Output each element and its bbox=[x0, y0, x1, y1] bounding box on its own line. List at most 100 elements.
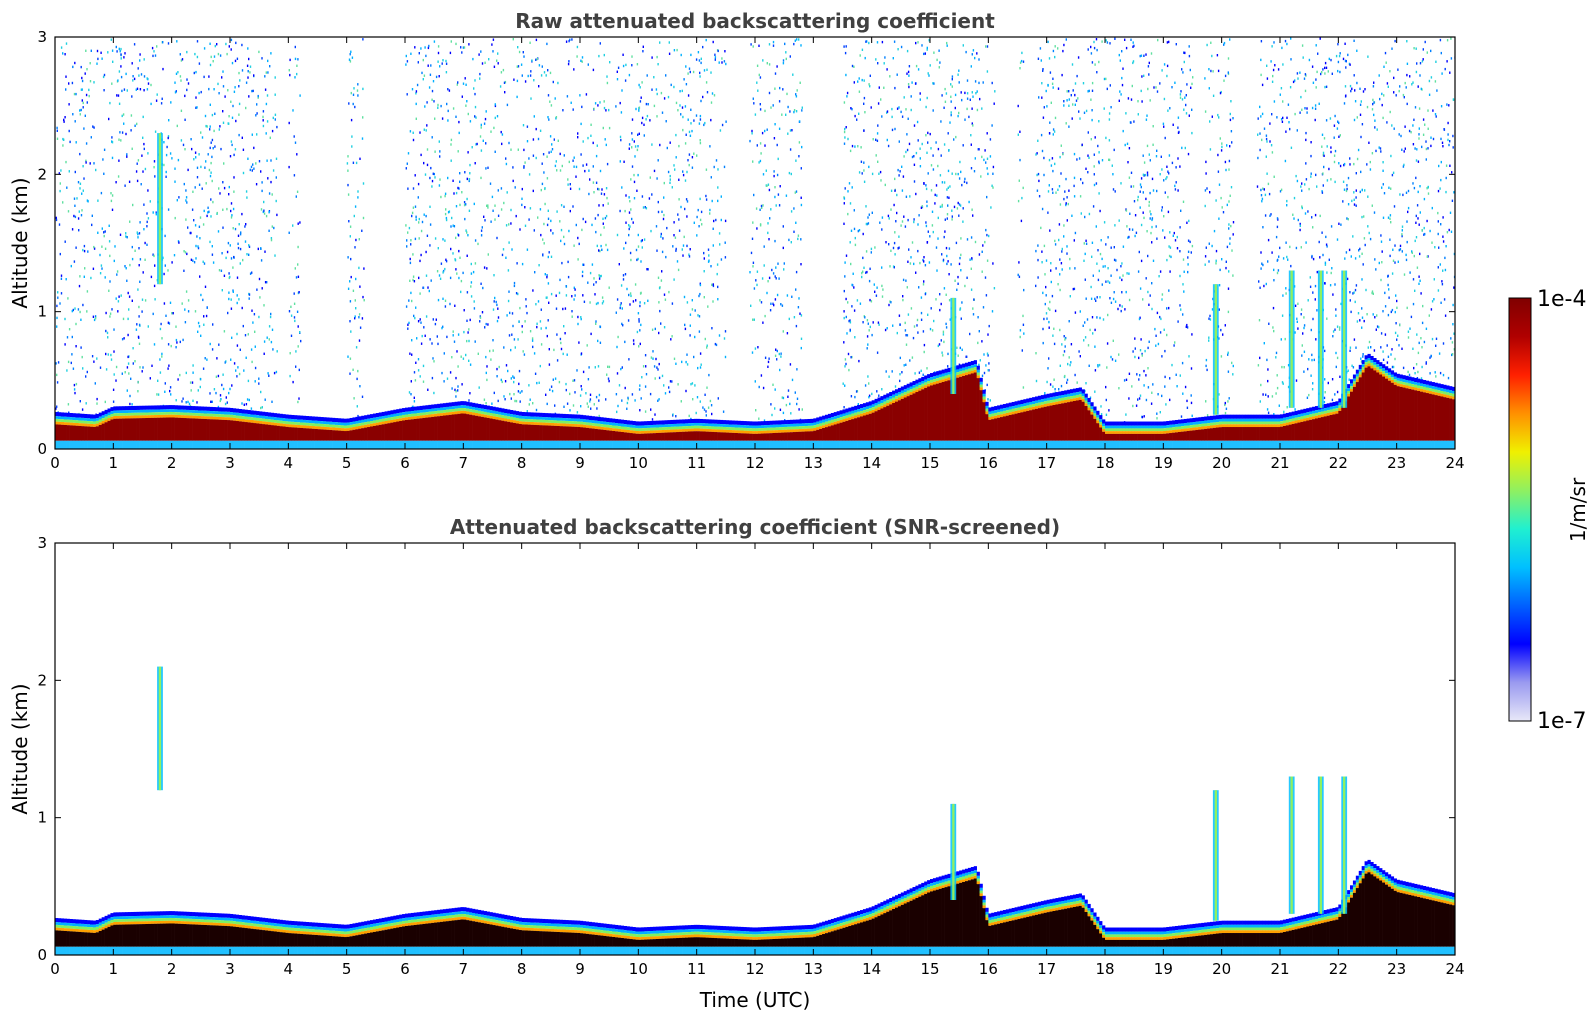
noise-speck bbox=[987, 354, 989, 357]
noise-speck bbox=[1399, 85, 1401, 88]
noise-speck bbox=[357, 83, 359, 86]
noise-speck bbox=[599, 341, 602, 344]
noise-speck bbox=[675, 362, 677, 365]
noise-speck bbox=[919, 157, 921, 160]
noise-speck bbox=[914, 82, 917, 85]
noise-speck bbox=[671, 302, 674, 305]
noise-speck bbox=[705, 414, 707, 417]
noise-speck bbox=[440, 262, 443, 265]
noise-speck bbox=[641, 376, 643, 379]
noise-speck bbox=[203, 323, 205, 326]
noise-speck bbox=[1420, 87, 1422, 91]
noise-speck bbox=[499, 85, 502, 88]
noise-speck bbox=[89, 62, 91, 65]
noise-speck bbox=[75, 382, 78, 386]
noise-speck bbox=[962, 144, 964, 147]
noise-speck bbox=[359, 326, 362, 329]
noise-speck bbox=[349, 280, 351, 283]
noise-speck bbox=[448, 210, 451, 213]
noise-speck bbox=[1308, 58, 1311, 62]
noise-speck bbox=[1229, 242, 1231, 245]
noise-speck bbox=[268, 229, 270, 232]
noise-speck bbox=[931, 210, 934, 213]
noise-speck bbox=[154, 264, 156, 267]
noise-speck bbox=[1382, 183, 1384, 186]
noise-speck bbox=[1267, 395, 1269, 398]
noise-speck bbox=[547, 255, 549, 259]
noise-speck bbox=[926, 204, 928, 208]
noise-speck bbox=[416, 337, 418, 340]
noise-speck bbox=[577, 132, 579, 135]
noise-speck bbox=[723, 165, 726, 169]
noise-speck bbox=[503, 201, 505, 205]
noise-speck bbox=[863, 180, 866, 183]
noise-speck bbox=[479, 316, 482, 319]
noise-speck bbox=[217, 374, 220, 378]
noise-speck bbox=[202, 298, 204, 302]
noise-speck bbox=[183, 250, 185, 253]
noise-speck bbox=[513, 393, 515, 396]
noise-speck bbox=[257, 247, 259, 251]
noise-speck bbox=[925, 134, 927, 137]
noise-speck bbox=[1303, 350, 1306, 353]
noise-speck bbox=[578, 341, 580, 344]
noise-speck bbox=[1047, 84, 1049, 87]
noise-speck bbox=[86, 68, 88, 71]
noise-speck bbox=[1359, 87, 1361, 90]
noise-speck bbox=[414, 237, 417, 241]
noise-speck bbox=[664, 298, 667, 301]
noise-speck bbox=[915, 192, 917, 196]
noise-speck bbox=[290, 334, 293, 337]
noise-speck bbox=[901, 220, 904, 223]
noise-speck bbox=[1376, 314, 1378, 317]
noise-speck bbox=[1404, 81, 1406, 85]
noise-speck bbox=[767, 365, 769, 368]
noise-speck bbox=[552, 80, 554, 84]
noise-speck bbox=[1108, 112, 1111, 115]
noise-speck bbox=[1412, 302, 1415, 306]
noise-speck bbox=[988, 324, 990, 328]
noise-speck bbox=[217, 230, 220, 233]
noise-speck bbox=[547, 217, 550, 220]
noise-speck bbox=[1019, 67, 1021, 70]
noise-speck bbox=[1106, 342, 1109, 345]
noise-speck bbox=[882, 288, 884, 291]
noise-speck bbox=[153, 160, 156, 163]
noise-speck bbox=[414, 316, 416, 320]
noise-speck bbox=[615, 311, 617, 314]
noise-speck bbox=[271, 193, 273, 196]
noise-speck bbox=[507, 269, 510, 272]
noise-speck bbox=[925, 105, 927, 109]
noise-speck bbox=[431, 136, 433, 139]
noise-speck bbox=[67, 297, 69, 300]
noise-speck bbox=[1161, 355, 1163, 358]
noise-speck bbox=[867, 375, 869, 378]
noise-speck bbox=[1133, 200, 1136, 203]
noise-speck bbox=[1094, 369, 1097, 372]
noise-speck bbox=[236, 301, 238, 305]
noise-speck bbox=[405, 305, 408, 308]
noise-speck bbox=[779, 86, 781, 90]
noise-speck bbox=[263, 352, 265, 355]
noise-speck bbox=[781, 396, 783, 399]
noise-speck bbox=[131, 62, 133, 65]
noise-speck bbox=[633, 197, 636, 200]
noise-speck bbox=[187, 168, 189, 172]
noise-speck bbox=[888, 217, 890, 220]
noise-speck bbox=[636, 189, 638, 192]
noise-speck bbox=[894, 127, 896, 131]
noise-speck bbox=[801, 109, 803, 112]
noise-speck bbox=[706, 344, 708, 347]
noise-speck bbox=[248, 293, 251, 296]
noise-speck bbox=[59, 182, 61, 185]
noise-speck bbox=[1078, 350, 1080, 353]
noise-speck bbox=[521, 262, 524, 266]
noise-speck bbox=[575, 165, 578, 169]
noise-speck bbox=[1296, 320, 1298, 323]
noise-speck bbox=[1424, 232, 1426, 236]
noise-speck bbox=[1355, 284, 1358, 287]
noise-speck bbox=[453, 192, 455, 195]
noise-speck bbox=[1037, 276, 1039, 279]
noise-speck bbox=[411, 214, 413, 218]
noise-speck bbox=[894, 231, 896, 234]
